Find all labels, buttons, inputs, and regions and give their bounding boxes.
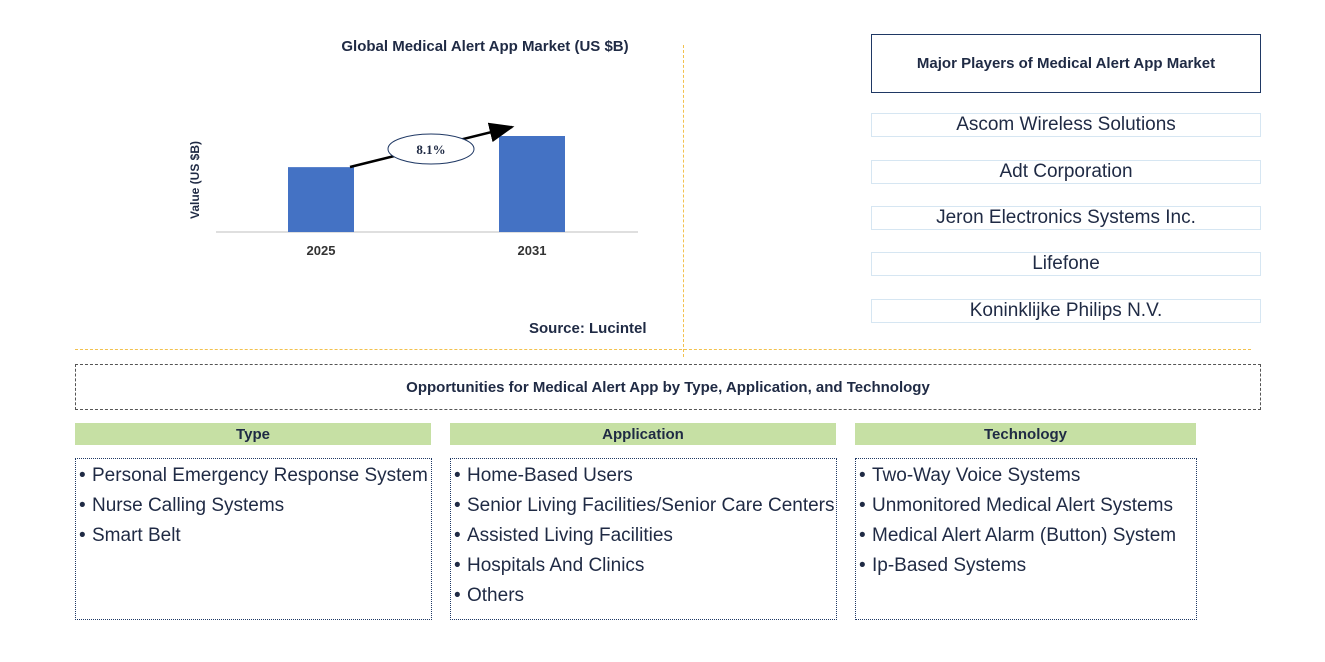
- list-item-label: Senior Living Facilities/Senior Care Cen…: [467, 495, 835, 516]
- list-item: • Assisted Living Facilities: [454, 521, 836, 551]
- bullet-icon: •: [79, 525, 86, 546]
- x-tick-labels: 2025 2031: [307, 243, 547, 258]
- list-item: • Senior Living Facilities/Senior Care Ce…: [454, 491, 836, 521]
- category-header-type: Type: [75, 423, 431, 445]
- player-item: Koninklijke Philips N.V.: [871, 299, 1261, 323]
- x-tick-label: 2031: [518, 243, 547, 258]
- list-item-label: Medical Alert Alarm (Button) System: [872, 525, 1177, 546]
- list-item-label: Personal Emergency Response System: [92, 465, 428, 486]
- bullet-icon: •: [79, 495, 86, 516]
- list-item-label: Hospitals And Clinics: [467, 555, 645, 576]
- chart-source: Source: Lucintel: [529, 320, 647, 337]
- x-tick-label: 2025: [307, 243, 336, 258]
- bar-2031: [499, 136, 565, 232]
- bullet-icon: •: [859, 525, 866, 546]
- bullet-icon: •: [859, 465, 866, 486]
- application-list: • Home-Based Users • Senior Living Facilit…: [451, 459, 836, 611]
- bar-2025: [288, 167, 354, 232]
- list-item-label: Ip-Based Systems: [872, 555, 1027, 576]
- bullet-icon: •: [79, 465, 86, 486]
- bullet-icon: •: [454, 585, 461, 606]
- bars-group: [288, 136, 565, 232]
- bullet-icon: •: [454, 465, 461, 486]
- cagr-ellipse: [387, 133, 475, 165]
- bullet-icon: •: [859, 555, 866, 576]
- bullet-icon: •: [454, 495, 461, 516]
- list-item: • Others: [454, 581, 836, 611]
- bullet-icon: •: [454, 555, 461, 576]
- category-header-application: Application: [450, 423, 836, 445]
- players-title: Major Players of Medical Alert App Marke…: [871, 34, 1261, 93]
- list-item-label: Nurse Calling Systems: [92, 495, 285, 516]
- player-item: Lifefone: [871, 252, 1261, 276]
- list-item: • Nurse Calling Systems: [79, 491, 431, 521]
- list-item-label: Assisted Living Facilities: [467, 525, 673, 546]
- type-list-box: • Personal Emergency Response System • Nur…: [75, 458, 432, 620]
- category-header-technology: Technology: [855, 423, 1196, 445]
- list-item-label: Two-Way Voice Systems: [872, 465, 1081, 486]
- technology-list: • Two-Way Voice Systems • Unmonitored Medi…: [856, 459, 1196, 581]
- horizontal-divider: [75, 349, 1251, 350]
- bar-chart: Value (US $B) 2025 2031 8.1%: [188, 122, 638, 258]
- technology-list-box: • Two-Way Voice Systems • Unmonitored Medi…: [855, 458, 1197, 620]
- y-axis-label: Value (US $B): [188, 141, 202, 219]
- chart-title: Global Medical Alert App Market (US $B): [341, 38, 629, 55]
- type-list: • Personal Emergency Response System • Nur…: [76, 459, 431, 551]
- player-item: Jeron Electronics Systems Inc.: [871, 206, 1261, 230]
- opportunities-title: Opportunities for Medical Alert App by T…: [75, 364, 1261, 410]
- bullet-icon: •: [454, 525, 461, 546]
- list-item-label: Unmonitored Medical Alert Systems: [872, 495, 1173, 516]
- vertical-divider: [683, 45, 684, 357]
- list-item: • Unmonitored Medical Alert Systems: [859, 491, 1196, 521]
- list-item: • Hospitals And Clinics: [454, 551, 836, 581]
- list-item: • Ip-Based Systems: [859, 551, 1196, 581]
- list-item: • Home-Based Users: [454, 461, 836, 491]
- list-item: • Medical Alert Alarm (Button) System: [859, 521, 1196, 551]
- cagr-label: 8.1%: [416, 142, 445, 157]
- list-item-label: Home-Based Users: [467, 465, 633, 486]
- bullet-icon: •: [859, 495, 866, 516]
- application-list-box: • Home-Based Users • Senior Living Facilit…: [450, 458, 837, 620]
- player-item: Ascom Wireless Solutions: [871, 113, 1261, 137]
- list-item-label: Smart Belt: [92, 525, 181, 546]
- list-item-label: Others: [467, 585, 525, 606]
- list-item: • Personal Emergency Response System: [79, 461, 431, 491]
- player-item: Adt Corporation: [871, 160, 1261, 184]
- list-item: • Two-Way Voice Systems: [859, 461, 1196, 491]
- list-item: • Smart Belt: [79, 521, 431, 551]
